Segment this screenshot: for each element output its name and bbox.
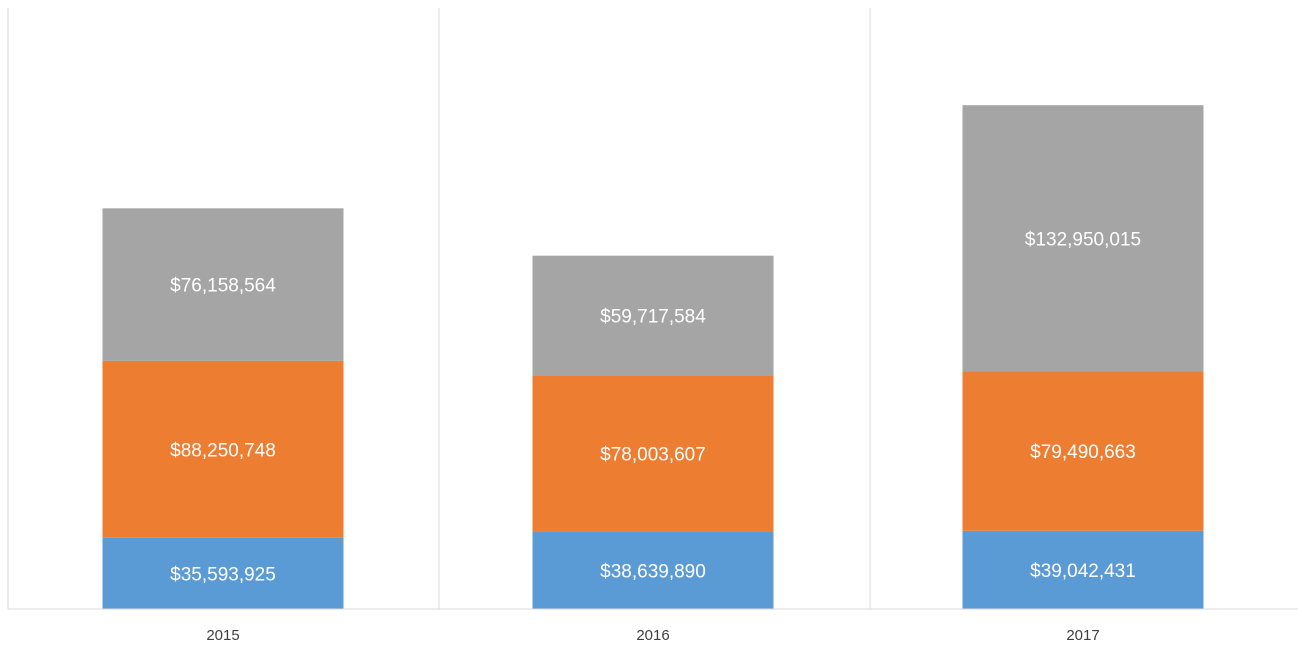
data-label: $88,250,748 xyxy=(170,440,276,461)
x-tick-label: 2015 xyxy=(206,627,239,644)
bar-segment xyxy=(962,105,1204,372)
data-label: $132,950,015 xyxy=(1025,229,1141,250)
data-label: $76,158,564 xyxy=(170,276,276,297)
data-label: $78,003,607 xyxy=(600,444,706,465)
data-label: $38,639,890 xyxy=(600,561,706,582)
bar-segment xyxy=(102,208,344,361)
data-label: $35,593,925 xyxy=(170,564,276,585)
x-tick-label: 2016 xyxy=(636,627,669,644)
bar-segment xyxy=(532,375,774,532)
bar-segment xyxy=(102,360,344,538)
x-tick-label: 2017 xyxy=(1066,627,1099,644)
bar-segment xyxy=(532,531,774,609)
data-label: $39,042,431 xyxy=(1030,561,1136,582)
bar-segment xyxy=(532,255,774,376)
data-label: $59,717,584 xyxy=(600,307,706,328)
bar-segment xyxy=(102,537,344,609)
data-label: $79,490,663 xyxy=(1030,442,1136,463)
bar-segment xyxy=(962,530,1204,609)
bar-segment xyxy=(962,371,1204,531)
